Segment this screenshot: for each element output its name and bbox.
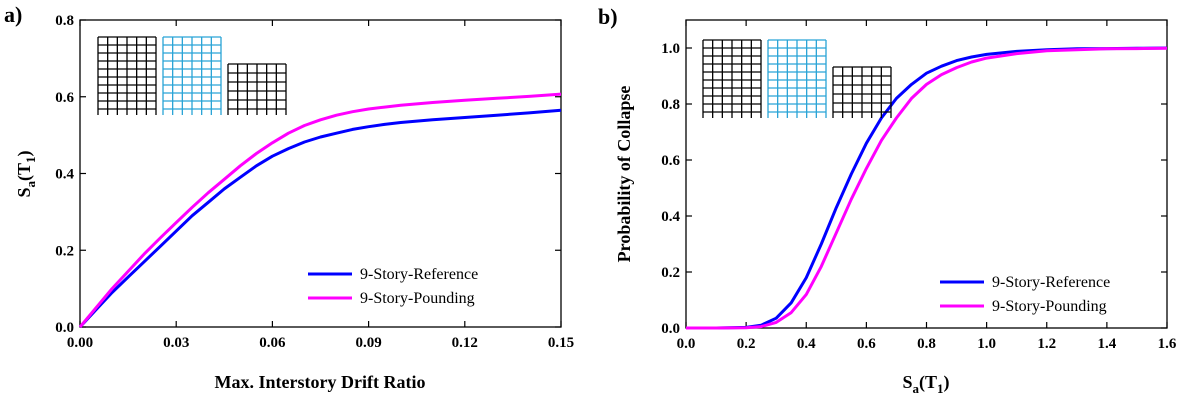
y-tick-label: 0.6 <box>661 153 680 169</box>
x-tick-label: 1.2 <box>1037 336 1056 352</box>
panel-b-y-axis-title: Probability of Collapse <box>614 86 634 263</box>
x-tick-label: 0.03 <box>163 335 189 351</box>
x-tick-label: 1.4 <box>1098 336 1117 352</box>
panel-a-x-axis-title: Max. Interstory Drift Ratio <box>215 372 426 392</box>
panel-a-legend-label-pounding: 9-Story-Pounding <box>360 290 475 307</box>
panel-a-legend-label-reference: 9-Story-Reference <box>360 266 478 283</box>
panel-b-legend: 9-Story-Reference 9-Story-Pounding <box>940 274 1110 315</box>
series-line-pounding <box>686 46 1168 330</box>
panel-a-x-ticks: 0.00 0.03 0.06 0.09 0.12 0.15 <box>67 20 574 351</box>
panel-a-label: a) <box>4 2 22 27</box>
y-tick-label: 0.0 <box>661 321 680 337</box>
y-tick-label: 0.4 <box>55 167 74 183</box>
panel-b-x-axis-title: Sa(T1) <box>902 372 949 396</box>
panel-b-y-ticks: 0.0 0.2 0.4 0.6 0.8 1.0 <box>661 41 1167 337</box>
panel-a: a) 0.00 0.03 0.06 0.09 0.12 0.15 0.0 0.2 0.4 0.6… <box>4 2 574 392</box>
panel-b-label: b) <box>598 4 618 29</box>
y-tick-label: 1.0 <box>661 41 680 57</box>
y-tick-label: 0.8 <box>661 97 680 113</box>
series-line-pounding <box>78 92 562 328</box>
x-tick-label: 1.0 <box>977 336 996 352</box>
panel-a-y-axis-title: Sa(T1) <box>14 150 38 197</box>
panel-a-building-frames-icon <box>97 36 287 115</box>
x-tick-label: 0.0 <box>677 336 696 352</box>
panel-a-series-lines <box>78 92 562 329</box>
y-tick-label: 0.4 <box>661 209 680 225</box>
x-tick-label: 0.12 <box>452 335 478 351</box>
panel-b-legend-label-pounding: 9-Story-Pounding <box>992 298 1107 315</box>
panel-a-legend: 9-Story-Reference 9-Story-Pounding <box>308 266 478 307</box>
y-tick-label: 0.2 <box>55 243 74 259</box>
x-tick-label: 0.00 <box>67 335 93 351</box>
panel-a-plot-frame <box>79 19 562 328</box>
panel-b: b) 0.0 0.2 0.4 0.6 0.8 1.0 1.2 1.4 1.6 0.0 0.2 0.4… <box>598 4 1177 396</box>
panel-b-series-lines <box>686 46 1168 330</box>
y-tick-label: 0.8 <box>55 13 74 29</box>
y-tick-label: 0.0 <box>55 320 74 336</box>
y-tick-label: 0.6 <box>55 90 74 106</box>
x-tick-label: 0.06 <box>259 335 286 351</box>
x-tick-label: 0.4 <box>797 336 816 352</box>
panel-a-y-ticks: 0.0 0.2 0.4 0.6 0.8 <box>55 13 561 336</box>
x-tick-label: 1.6 <box>1158 336 1177 352</box>
x-tick-label: 0.6 <box>857 336 876 352</box>
series-line-reference <box>78 108 562 329</box>
x-tick-label: 0.8 <box>917 336 936 352</box>
panel-b-building-frames-icon <box>702 39 892 118</box>
panel-b-x-ticks: 0.0 0.2 0.4 0.6 0.8 1.0 1.2 1.4 1.6 <box>677 20 1177 352</box>
x-tick-label: 0.09 <box>355 335 381 351</box>
y-tick-label: 0.2 <box>661 265 680 281</box>
x-tick-label: 0.15 <box>548 335 574 351</box>
x-tick-label: 0.2 <box>737 336 756 352</box>
panel-b-legend-label-reference: 9-Story-Reference <box>992 274 1110 291</box>
